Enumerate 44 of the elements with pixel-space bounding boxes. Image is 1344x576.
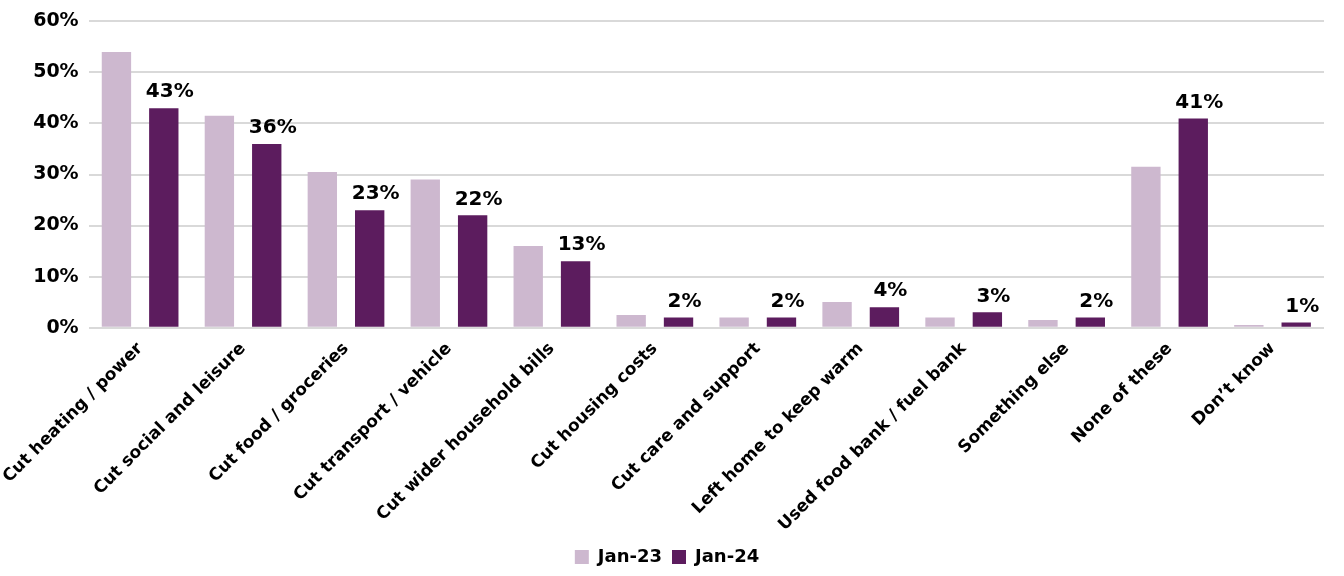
bar	[560, 261, 591, 327]
bar	[822, 302, 852, 327]
bar	[1075, 317, 1105, 327]
bar	[204, 115, 235, 327]
bar	[616, 314, 646, 327]
bar	[149, 108, 179, 327]
data-label: 4%	[873, 277, 908, 302]
legend-label: Jan-23	[595, 544, 663, 566]
bar	[719, 317, 749, 327]
bar	[410, 179, 440, 327]
bar	[513, 245, 543, 327]
data-label: 22%	[454, 185, 503, 210]
legend-label: Jan-24	[693, 544, 760, 566]
data-label: 1%	[1285, 292, 1320, 317]
bar	[101, 52, 132, 327]
y-tick-label: 20%	[33, 212, 79, 235]
bar	[972, 312, 1003, 327]
y-tick-label: 30%	[33, 161, 79, 184]
bar	[355, 210, 385, 327]
y-tick-label: 50%	[33, 59, 79, 82]
data-label: 13%	[557, 231, 606, 256]
bar	[1028, 319, 1058, 327]
data-label: 2%	[770, 287, 805, 312]
y-tick-label: 10%	[33, 263, 79, 286]
data-label: 2%	[1079, 287, 1114, 312]
data-label: 2%	[667, 287, 702, 312]
bar	[1281, 322, 1311, 327]
bar	[663, 317, 694, 327]
data-label: 41%	[1175, 88, 1224, 113]
y-tick-label: 40%	[33, 110, 79, 133]
data-label: 43%	[145, 78, 194, 103]
bar	[307, 171, 338, 327]
bar	[252, 143, 282, 327]
bar	[766, 317, 797, 327]
bar	[869, 307, 900, 327]
data-label: 3%	[976, 282, 1011, 307]
y-tick-label: 60%	[33, 8, 79, 31]
data-label: 23%	[351, 180, 400, 205]
bar	[1131, 166, 1161, 327]
bar	[925, 317, 955, 327]
y-tick-label: 0%	[46, 314, 79, 337]
data-label: 36%	[248, 114, 297, 139]
bar	[1178, 118, 1208, 327]
bar	[457, 215, 488, 327]
